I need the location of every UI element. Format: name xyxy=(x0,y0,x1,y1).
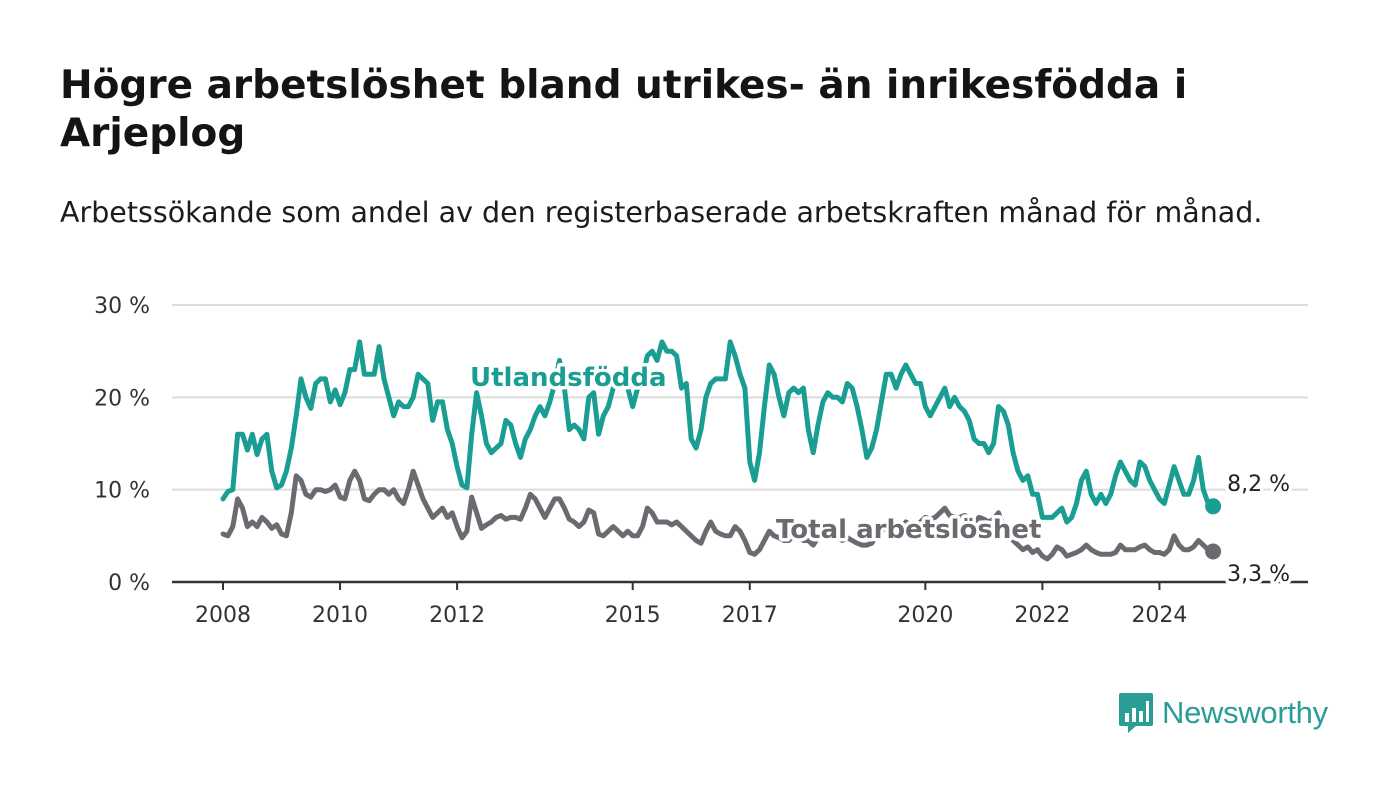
chart-subtitle: Arbetssökande som andel av den registerb… xyxy=(60,196,1263,229)
series-lines xyxy=(220,339,1222,562)
brand-name: Newsworthy xyxy=(1162,695,1328,730)
newsworthy-logo: Newsworthy xyxy=(1118,690,1328,736)
series-name-total: Total arbetslöshet xyxy=(776,515,1041,545)
y-tick-label: 30 % xyxy=(94,294,150,319)
x-tick-label: 2012 xyxy=(429,603,485,628)
series-name-utlandsfodda: Utlandsfödda xyxy=(470,363,667,393)
x-tick-label: 2017 xyxy=(722,603,778,628)
y-tick-label: 0 % xyxy=(108,571,150,596)
end-label-utlandsfodda: 8,2 % xyxy=(1227,472,1290,497)
x-tick-label: 2022 xyxy=(1014,603,1070,628)
x-tick-label: 2024 xyxy=(1131,603,1187,628)
gridlines xyxy=(172,304,1308,584)
chart-title: Högre arbetslöshet bland utrikes- än inr… xyxy=(60,63,1188,156)
x-tick-label: 2020 xyxy=(897,603,953,628)
x-tick-label: 2010 xyxy=(312,603,368,628)
end-dot-utlandsfodda xyxy=(1205,498,1222,515)
x-axis: 2008 2010 2012 2015 2017 2020 2022 2024 xyxy=(195,582,1187,628)
x-tick-label: 2015 xyxy=(605,603,661,628)
series-name-utlandsfodda-halo: Utlandsfödda xyxy=(470,363,667,393)
series-line-total xyxy=(220,468,1216,562)
y-axis: 0 % 10 % 20 % 30 % xyxy=(94,294,150,596)
end-dot-total xyxy=(1205,543,1222,560)
end-label-utlandsfodda-halo: 8,2 % xyxy=(1227,472,1290,497)
series-name-total-halo: Total arbetslöshet xyxy=(776,515,1041,545)
newsworthy-logo-icon xyxy=(1119,693,1153,733)
end-label-total: 3,3 % xyxy=(1227,562,1290,587)
series-line-utlandsfodda xyxy=(220,339,1216,525)
end-label-total-halo: 3,3 % xyxy=(1227,562,1290,587)
y-tick-label: 10 % xyxy=(94,479,150,504)
x-tick-label: 2008 xyxy=(195,603,251,628)
y-tick-label: 20 % xyxy=(94,386,150,411)
